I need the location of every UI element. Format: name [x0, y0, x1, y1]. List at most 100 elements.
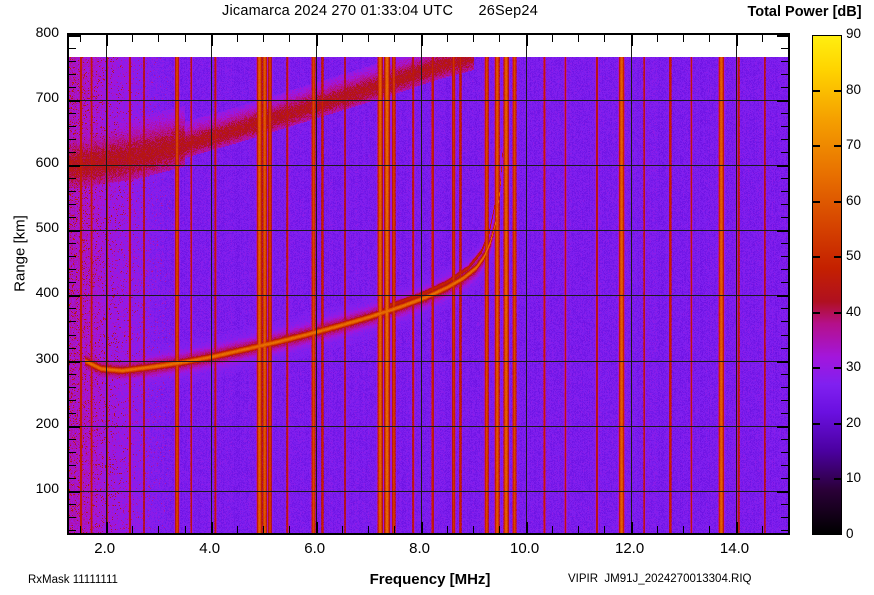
x-tick: [446, 35, 448, 42]
y-axis-title: Range [km]: [11, 215, 29, 292]
y-tick: [69, 178, 76, 180]
y-tick: [69, 217, 76, 219]
colorbar-tick: [834, 145, 841, 148]
x-tick: [709, 35, 711, 42]
y-tick: [69, 204, 76, 206]
y-axis-tick-label: 200: [35, 414, 59, 431]
ionogram-raster: [69, 35, 788, 533]
y-tick: [69, 295, 80, 298]
y-tick: [69, 464, 76, 466]
y-axis-tick-label: 600: [35, 154, 59, 171]
colorbar-tick-label: 20: [846, 414, 862, 430]
page-title: Jicamarca 2024 270 01:33:04 UTC 26Sep24: [222, 3, 538, 19]
y-tick: [781, 113, 788, 115]
colorbar-tick: [813, 256, 820, 259]
y-tick: [781, 464, 788, 466]
x-tick: [551, 35, 553, 42]
y-tick: [781, 308, 788, 310]
y-tick: [781, 438, 788, 440]
y-tick: [69, 139, 76, 141]
y-tick: [781, 139, 788, 141]
x-tick: [761, 526, 763, 533]
colorbar-gradient: [813, 36, 841, 534]
y-tick: [69, 191, 76, 193]
x-tick: [683, 526, 684, 533]
y-tick: [69, 308, 76, 310]
x-tick: [420, 35, 423, 46]
y-tick: [781, 256, 788, 258]
colorbar-tick: [834, 200, 841, 203]
x-tick: [263, 35, 265, 42]
rxmask-footer: RxMask 11111111: [28, 574, 118, 586]
x-tick: [184, 526, 186, 533]
x-tick: [473, 526, 475, 533]
y-tick: [781, 48, 788, 49]
colorbar-tick: [813, 145, 820, 148]
y-tick: [69, 490, 80, 493]
y-tick: [777, 35, 788, 37]
colorbar-tick: [813, 200, 820, 203]
x-tick: [473, 35, 475, 42]
x-tick: [236, 35, 238, 42]
y-tick: [781, 516, 788, 518]
x-tick: [236, 526, 238, 533]
colorbar-tick-label: 10: [846, 470, 862, 486]
colorbar-tick: [813, 367, 820, 370]
x-axis-tick-label: 10.0: [509, 540, 540, 557]
colorbar-tick-label: 0: [846, 526, 854, 541]
x-tick: [394, 526, 396, 533]
y-tick: [69, 61, 76, 62]
x-tick: [341, 526, 343, 533]
y-axis-tick-label: 800: [35, 24, 59, 40]
x-tick: [735, 522, 738, 533]
x-axis-tick-label: 6.0: [304, 540, 326, 557]
colorbar-tick: [813, 478, 820, 481]
y-tick: [781, 152, 788, 154]
x-tick: [683, 35, 684, 42]
colorbar-tick-label: 90: [846, 26, 862, 41]
x-tick: [446, 526, 448, 533]
y-tick: [781, 347, 788, 349]
ionogram-plot-area[interactable]: [67, 33, 790, 535]
y-tick: [69, 386, 76, 388]
y-tick: [69, 48, 76, 49]
y-axis-tick-label: 700: [35, 89, 59, 106]
y-tick: [69, 269, 76, 271]
y-axis-tick-label: 400: [35, 284, 59, 301]
colorbar-tick: [834, 89, 841, 92]
y-tick: [781, 386, 788, 388]
x-tick: [289, 526, 291, 533]
colorbar-title: Total Power [dB]: [747, 4, 862, 20]
x-tick: [551, 526, 553, 533]
y-tick: [781, 217, 788, 219]
x-tick: [315, 35, 318, 46]
y-tick: [69, 165, 80, 168]
y-tick: [69, 152, 76, 154]
x-axis-tick-label: 12.0: [614, 540, 645, 557]
y-tick: [777, 230, 788, 233]
x-tick: [630, 522, 633, 533]
y-tick: [777, 295, 788, 298]
x-tick: [79, 526, 81, 533]
x-tick: [132, 35, 133, 42]
y-tick: [781, 529, 788, 531]
x-tick: [394, 35, 396, 42]
y-axis-tick-label: 300: [35, 349, 59, 366]
y-tick: [781, 373, 788, 375]
y-tick: [69, 126, 76, 128]
x-axis-tick-label: 8.0: [409, 540, 431, 557]
y-tick: [777, 100, 788, 103]
y-tick: [69, 256, 76, 258]
y-tick: [69, 451, 76, 453]
x-tick: [263, 526, 265, 533]
y-tick: [69, 373, 76, 375]
x-tick: [499, 35, 501, 42]
x-tick: [368, 526, 370, 533]
x-tick: [158, 526, 160, 533]
colorbar[interactable]: [812, 35, 842, 535]
colorbar-tick-label: 40: [846, 303, 862, 319]
x-tick: [210, 35, 213, 46]
x-tick: [788, 35, 789, 42]
y-tick: [777, 425, 788, 428]
y-tick: [69, 230, 80, 233]
